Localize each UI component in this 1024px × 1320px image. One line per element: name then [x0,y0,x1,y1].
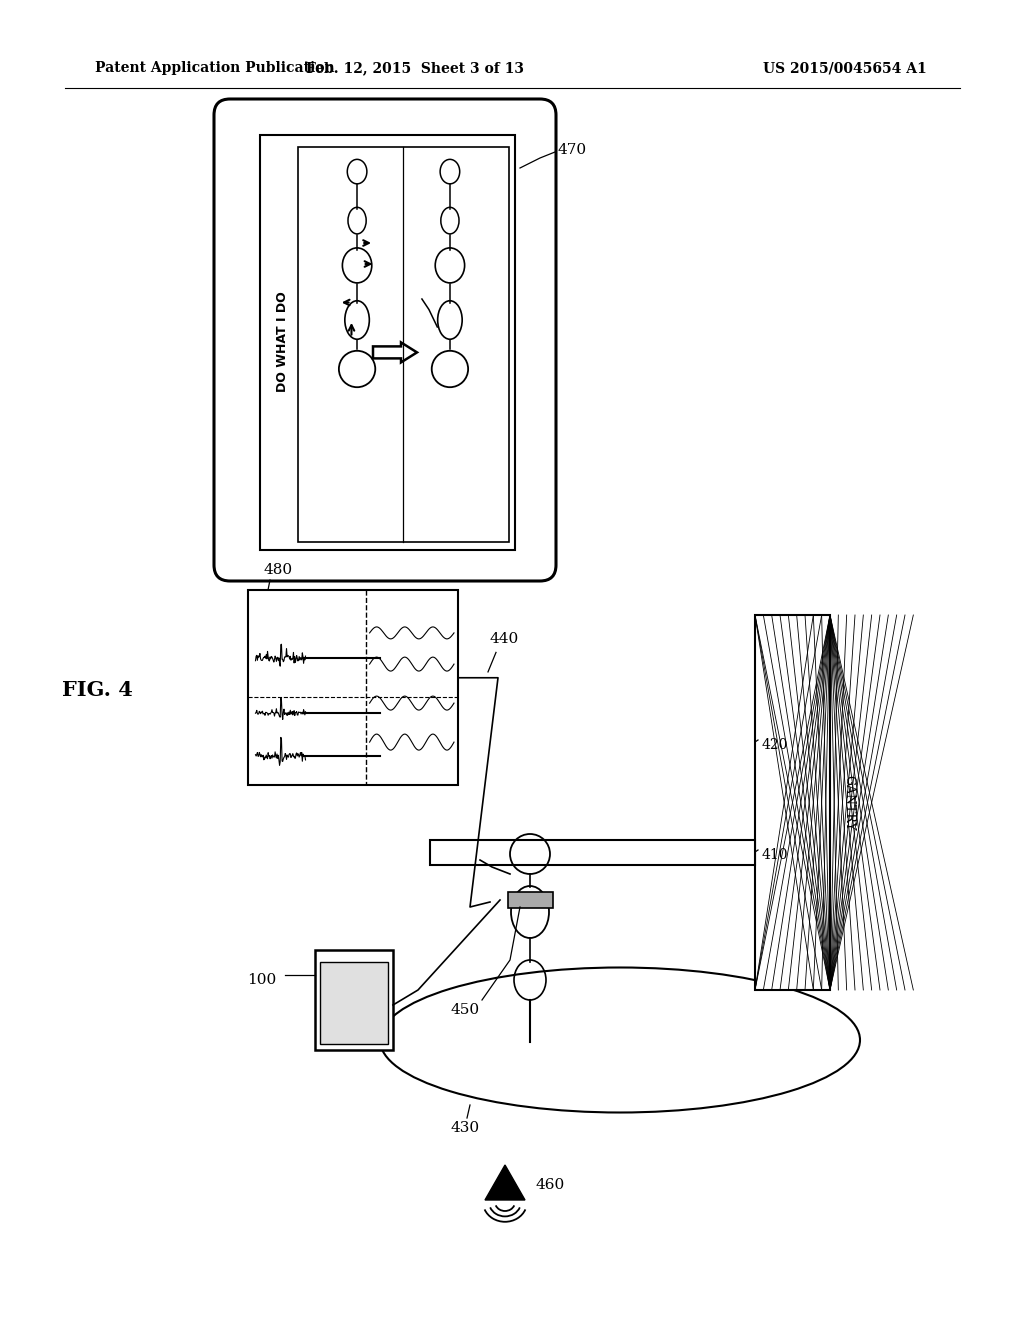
Bar [298,147,509,543]
Text: 410: 410 [762,847,788,862]
FancyBboxPatch shape [214,99,556,581]
Bar [319,962,388,1044]
FancyArrow shape [373,342,417,363]
Text: DO WHAT I DO: DO WHAT I DO [275,292,289,392]
Text: 470: 470 [558,143,587,157]
Text: FIG. 4: FIG. 4 [62,680,133,700]
Text: GANTRY: GANTRY [842,775,855,830]
Text: 420: 420 [762,738,788,752]
Text: US 2015/0045654 A1: US 2015/0045654 A1 [763,61,927,75]
Text: 440: 440 [490,632,519,645]
Bar [260,135,515,550]
Text: Feb. 12, 2015  Sheet 3 of 13: Feb. 12, 2015 Sheet 3 of 13 [306,61,524,75]
Bar [315,950,393,1049]
Polygon shape [485,1166,525,1200]
Text: 450: 450 [451,1003,479,1016]
Text: 480: 480 [263,564,292,577]
Text: 430: 430 [451,1121,479,1135]
Text: Patent Application Publication: Patent Application Publication [95,61,335,75]
Bar [755,615,830,990]
Text: 100: 100 [248,973,276,987]
Bar [508,892,553,908]
Text: 460: 460 [535,1177,564,1192]
Bar [248,590,458,785]
Bar [430,840,755,865]
